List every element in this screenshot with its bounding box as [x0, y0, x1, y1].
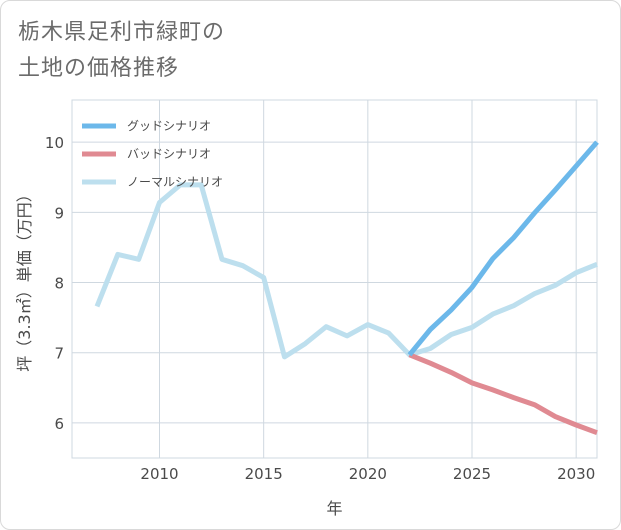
x-tick-label-2030: 2030: [557, 465, 595, 483]
x-tick-label-2020: 2020: [349, 465, 387, 483]
y-tick-label-7: 7: [54, 345, 64, 363]
series-line-0: [407, 140, 599, 357]
y-tick-label-10: 10: [45, 134, 64, 152]
y-tick-label-9: 9: [54, 204, 64, 222]
axes: 2010 2015 2020 2025 2030 6 7 8 9 10 年 坪（3.3㎡）単価（万円）: [15, 134, 595, 518]
y-tick-label-8: 8: [54, 275, 64, 293]
legend-label-0: グッドシナリオ: [127, 119, 211, 133]
x-tick-label-2015: 2015: [245, 465, 283, 483]
x-tick-label-2025: 2025: [453, 465, 491, 483]
series-line-2: [94, 182, 598, 360]
series-group: [94, 140, 599, 436]
chart-title: 栃木県足利市緑町の 土地の価格推移: [18, 15, 225, 87]
title-line-1: 栃木県足利市緑町の: [18, 20, 226, 45]
legend-label-2: ノーマルシナリオ: [127, 175, 223, 189]
y-axis-label: 坪（3.3㎡）単価（万円）: [15, 186, 34, 371]
title-line-2: 土地の価格推移: [18, 56, 180, 81]
y-tick-label-6: 6: [54, 415, 64, 433]
x-tick-label-2010: 2010: [140, 465, 178, 483]
x-axis-label: 年: [326, 499, 342, 518]
series-line-1: [408, 352, 598, 436]
legend-label-1: バッドシナリオ: [127, 147, 211, 161]
